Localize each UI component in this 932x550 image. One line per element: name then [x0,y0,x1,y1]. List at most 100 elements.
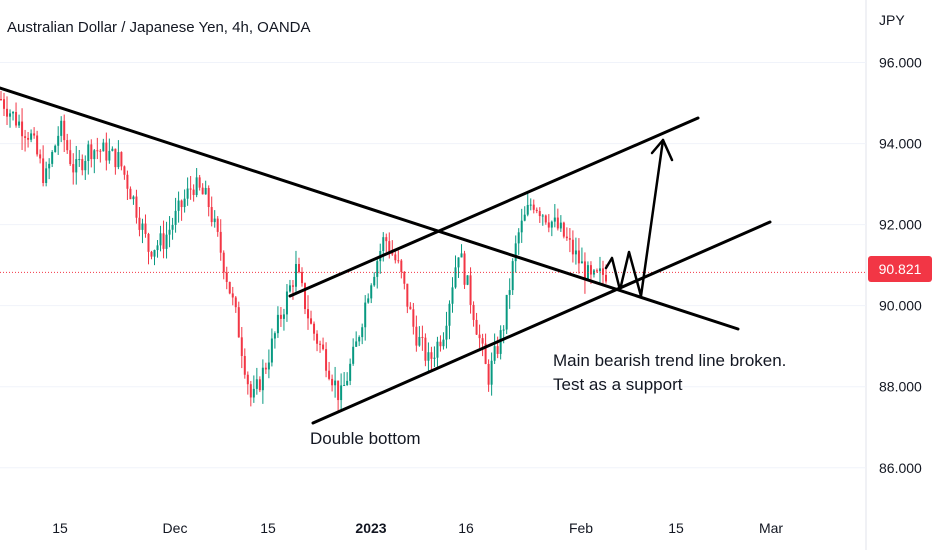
candle-body [168,229,171,235]
channel-lower-line[interactable] [311,220,772,425]
candle-body [93,150,96,160]
candle-body [424,337,427,361]
candle-body [69,150,72,165]
candle-body [511,261,514,291]
candle-body [171,224,174,230]
annotation-test-support: Test as a support [553,375,683,394]
candle-body [51,152,54,164]
candle-body [165,234,168,249]
candle-body [469,275,472,305]
bearish-trend-line[interactable] [0,86,740,331]
candle-body [102,142,105,152]
candle-body [346,380,349,385]
candle-body [529,204,532,206]
candle-body [132,196,135,200]
candle-body [153,250,156,257]
candle-body [261,367,264,391]
candle-body [562,222,565,237]
candle-body [219,231,222,253]
candle-body [186,188,189,199]
candle-body [96,150,99,152]
candle-body [391,252,394,255]
candle-body [234,297,237,308]
candle-body [180,200,183,208]
channel-upper-line[interactable] [288,116,700,298]
candle-body [222,252,225,273]
candle-body [270,338,273,363]
candle-body [120,152,123,167]
y-tick-label: 94.000 [879,136,922,152]
candle-body [583,261,586,280]
candle-body [33,133,36,136]
candle-body [472,304,475,320]
candle-body [126,174,129,189]
candle-body [42,158,45,183]
price-axis: 96.000 94.000 92.000 90.000 88.000 86.000 [879,55,922,476]
candle-body [75,159,78,173]
candle-body [481,338,484,344]
candle-body [282,314,285,319]
candle-body [114,148,117,168]
x-tick-label: Dec [163,520,188,536]
candle-body [394,254,397,261]
candle-body [279,314,282,319]
candle-body [367,298,370,303]
candle-body [580,261,583,264]
candle-body [355,341,358,347]
gridlines [0,62,866,469]
candle-body [541,215,544,217]
candle-body [207,187,210,208]
candle-body [508,290,511,295]
candle-body [436,341,439,358]
candle-body [129,188,132,200]
projected-path[interactable] [604,138,665,298]
candle-body [454,267,457,288]
candle-body [331,378,334,386]
candle-body [517,232,520,244]
candle-body [574,250,577,255]
candle-body [258,379,261,391]
candle-body [409,306,412,310]
x-tick-label: 15 [260,520,276,536]
candle-body [294,263,297,287]
candle-body [48,163,51,169]
candle-body [60,120,63,136]
candle-body [9,113,12,117]
candle-body [144,223,147,234]
candle-body [382,237,385,251]
candle-body [285,291,288,315]
candle-body [307,309,310,319]
candle-body [147,233,150,252]
drawings[interactable] [0,86,772,425]
candle-body [571,239,574,255]
candle-body [243,356,246,375]
candle-body [0,99,2,100]
candle-body [108,150,111,161]
candle-body [6,108,9,117]
currency-label: JPY [879,12,905,28]
candle-body [430,352,433,359]
candle-body [123,166,126,175]
candle-body [601,268,604,275]
candle-body [523,214,526,221]
candle-body [66,140,69,151]
candle-body [598,268,601,272]
candle-body [54,145,57,153]
candle-body [78,159,81,161]
candle-body [255,379,258,389]
candle-body [267,362,270,370]
y-tick-label: 90.000 [879,298,922,314]
candle-body [556,217,559,229]
candle-body [586,265,589,280]
candle-body [156,245,159,251]
candle-body [87,144,90,161]
candle-body [162,233,165,249]
candle-body [337,380,340,401]
candle-body [72,164,75,173]
candle-body [418,336,421,346]
candle-body [496,346,499,354]
candle-body [237,307,240,338]
candle-body [249,384,252,398]
candle-body [340,385,343,401]
